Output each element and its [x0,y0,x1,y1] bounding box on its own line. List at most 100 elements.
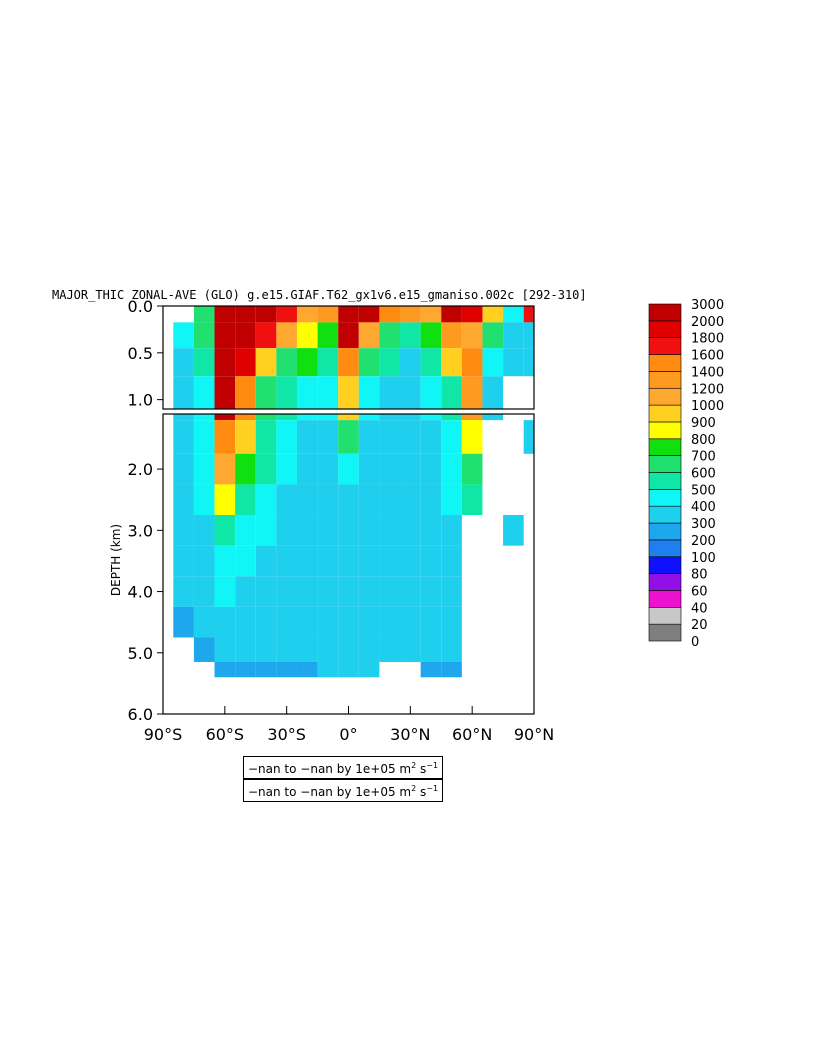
heatmap-cell [235,545,256,577]
heatmap-cell [482,306,504,323]
heatmap-cell [420,545,442,577]
colorbar-label: 600 [691,467,716,482]
x-tick-label: 30°N [390,725,430,744]
heatmap-cell [193,453,215,485]
heatmap-cell [441,453,462,485]
y-axis-label: DEPTH (km) [109,524,123,596]
heatmap-cell [338,414,359,421]
heatmap-cell [276,661,297,678]
heatmap-cell [193,414,215,421]
colorbar-label: 40 [691,601,708,616]
heatmap-cell [214,484,236,516]
colorbar-swatch [648,354,682,372]
colorbar-label: 2000 [691,315,724,330]
y-tick-label: 6.0 [128,705,153,724]
heatmap-cell [276,545,297,577]
colorbar-label: 60 [691,584,708,599]
heatmap-cell [214,306,236,323]
heatmap-cell [358,576,380,607]
heatmap-cell [379,515,401,546]
heatmap-cell [214,414,236,421]
heatmap-cell [338,515,359,546]
heatmap-cell [276,414,297,421]
heatmap-cell [255,576,277,607]
colorbar-label: 400 [691,500,716,515]
heatmap-cell [296,515,318,546]
heatmap-cell [420,637,442,662]
heatmap-cell [255,661,277,678]
heatmap-cell [296,322,318,349]
heatmap-cell [193,545,215,577]
y-tick-label: 0.0 [128,297,153,316]
colorbar-swatch [648,556,682,574]
y-tick-label: 4.0 [128,583,153,602]
heatmap-cell [338,606,359,638]
heatmap-cell [317,606,339,638]
heatmap-cell [193,322,215,349]
heatmap-cell [276,637,297,662]
heatmap-cell [441,637,462,662]
heatmap-cell [461,306,483,323]
heatmap-cell [461,420,483,454]
colorbar-label: 800 [691,433,716,448]
heatmap-cell [358,637,380,662]
heatmap-cell [193,515,215,546]
heatmap-cell [296,637,318,662]
colorbar-swatch [648,337,682,355]
heatmap-cell [276,322,297,349]
colorbar-swatch [648,472,682,490]
heatmap-cell [358,661,380,678]
heatmap-cell [214,515,236,546]
heatmap-cell [235,453,256,485]
heatmap-cell [193,576,215,607]
colorbar-label: 20 [691,618,708,633]
heatmap-cell [235,420,256,454]
heatmap-cell [255,545,277,577]
heatmap-cell [317,545,339,577]
colorbar-label: 1200 [691,382,724,397]
heatmap-cell [358,414,380,421]
heatmap-cell [214,420,236,454]
x-tick-label: 0° [339,725,357,744]
heatmap-cell [338,348,359,377]
colorbar-swatch [648,404,682,423]
heatmap-cell [193,637,215,662]
colorbar-swatch [648,387,682,406]
y-tick-label: 0.5 [128,344,153,363]
heatmap-cell [338,661,359,678]
y-axis-upper: 0.0 0.5 1.0 [128,297,163,410]
heatmap-cell [317,637,339,662]
heatmap-cell [358,348,380,377]
heatmap-cell [358,420,380,454]
heatmap-cell [441,515,462,546]
heatmap-cell [420,453,442,485]
colorbar-swatch [648,573,682,591]
heatmap-cell [420,606,442,638]
heatmap-cell [255,453,277,485]
y-tick-label: 3.0 [128,521,153,540]
heatmap-cell [358,453,380,485]
heatmap-cell [235,484,256,516]
colorbar-label: 0 [691,635,699,650]
heatmap-cell [317,420,339,454]
heatmap-cell [296,661,318,678]
x-tick-label: 60°N [452,725,492,744]
heatmap-cell [214,637,236,662]
x-tick-label: 90°N [514,725,554,744]
heatmap-cell [358,545,380,577]
heatmap-cell [420,348,442,377]
heatmap-cell [173,515,194,546]
heatmap-cell [255,414,277,421]
colorbar-swatch [648,320,682,339]
heatmap-cell [193,484,215,516]
heatmap-cell [173,453,194,485]
colorbar-label: 80 [691,568,708,583]
heatmap-cell [461,322,483,349]
heatmap-cell [379,606,401,638]
heatmap-cell [441,306,462,323]
heatmap-cell [400,420,421,454]
heatmap-cell [173,414,194,421]
y-tick-label: 1.0 [128,391,153,410]
heatmap-cell [420,322,442,349]
heatmap-cell [235,637,256,662]
